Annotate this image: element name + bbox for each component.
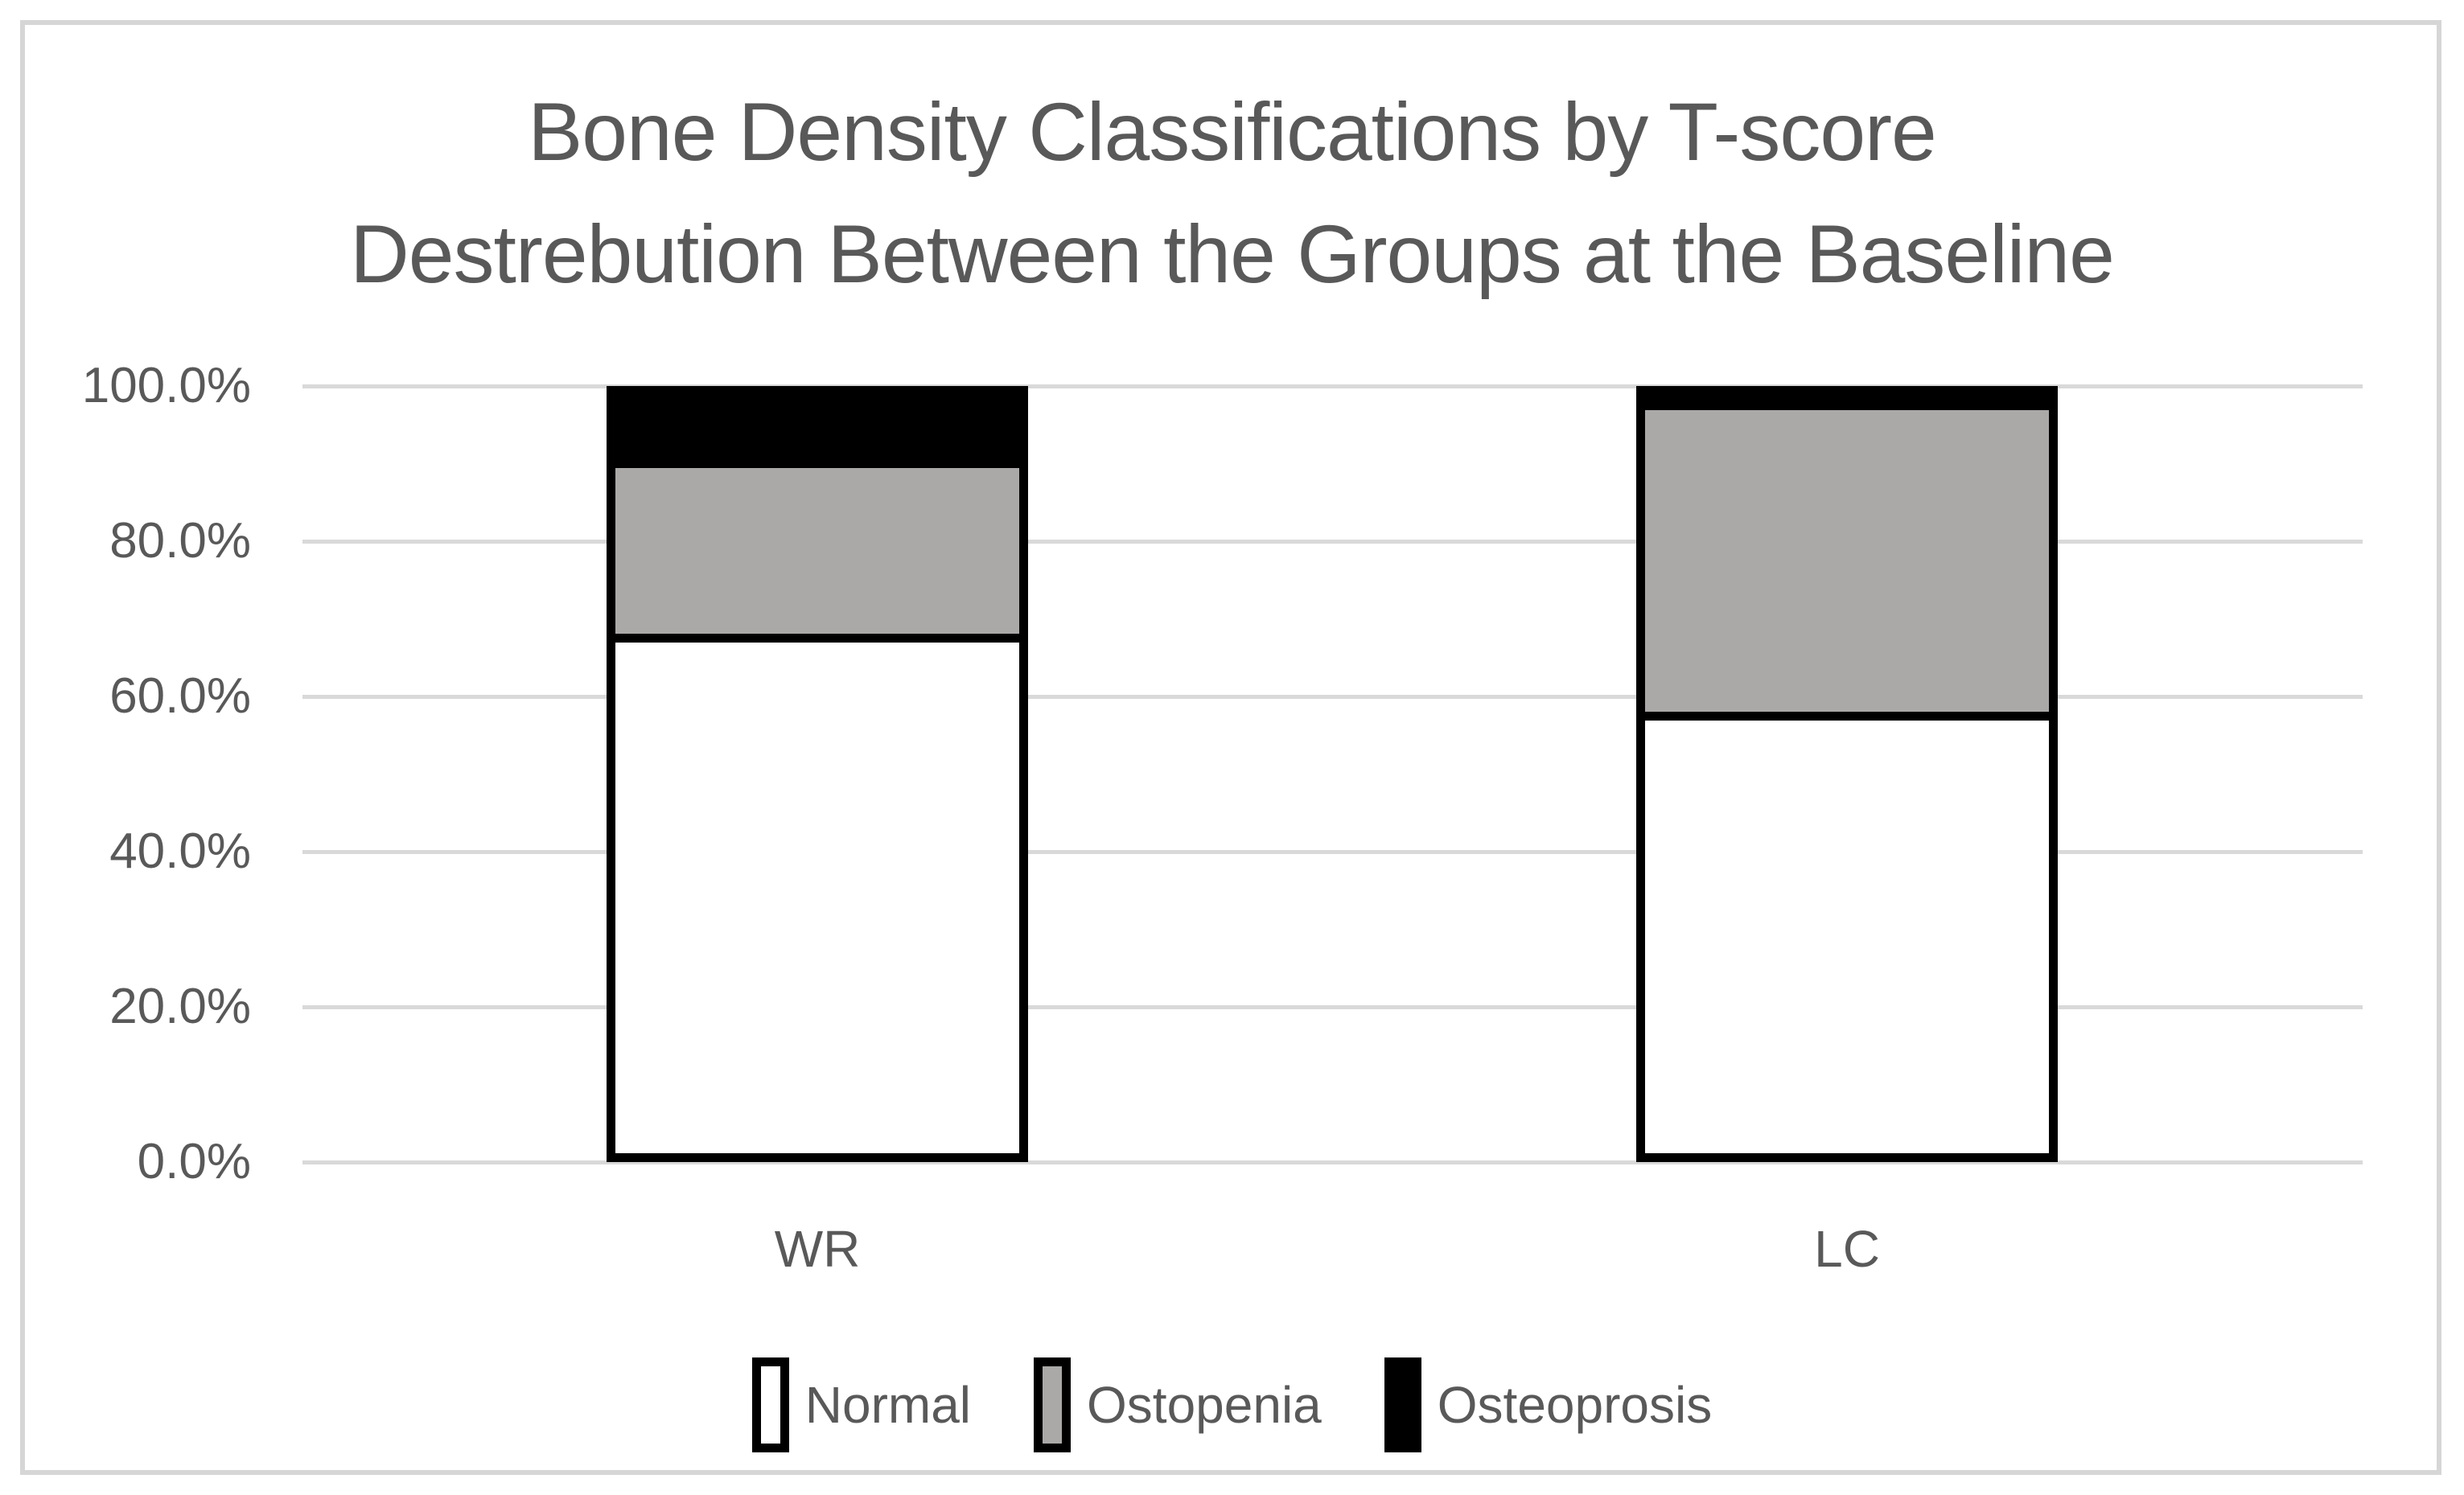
legend-label: Normal: [804, 1376, 972, 1434]
legend-item-normal: Normal: [751, 1357, 972, 1452]
bar-segment-ostopenia: [1636, 405, 2058, 717]
y-tick-label: 20.0%: [109, 979, 251, 1034]
bar-segment-normal: [1636, 716, 2058, 1162]
legend-swatch-ostopenia: [1034, 1357, 1072, 1452]
legend-swatch-osteoprosis: [1384, 1357, 1421, 1452]
x-category-label-lc: LC: [1814, 1220, 1880, 1278]
gridline: [302, 849, 2363, 854]
gridline: [302, 539, 2363, 544]
gridline: [302, 384, 2363, 388]
y-tick-label: 60.0%: [109, 668, 251, 724]
legend-label: Ostopenia: [1087, 1376, 1322, 1434]
y-tick-label: 0.0%: [137, 1134, 251, 1189]
stacked-bar-wr: [607, 386, 1028, 1162]
y-tick-label: 100.0%: [81, 358, 251, 413]
bar-outline: [1636, 386, 2058, 1162]
legend-item-osteoprosis: Osteoprosis: [1384, 1357, 1712, 1452]
legend-label: Osteoprosis: [1437, 1376, 1713, 1434]
chart-title: Bone Density Classifications by T-score …: [0, 71, 2464, 315]
gridline: [302, 694, 2363, 699]
gridline: [302, 1160, 2363, 1164]
stacked-bar-lc: [1636, 386, 2058, 1162]
bar-segment-ostopenia: [607, 463, 1028, 639]
bar-segment-normal: [607, 638, 1028, 1162]
segment-divider: [1636, 711, 2058, 721]
legend: Normal Ostopenia Osteoprosis: [0, 1357, 2464, 1452]
chart-title-line-1: Bone Density Classifications by T-score: [528, 86, 1937, 178]
segment-divider: [607, 459, 1028, 468]
x-category-label-wr: WR: [774, 1220, 861, 1278]
plot-area: [302, 384, 2363, 1164]
chart-title-line-2: Destrebution Between the Groups at the B…: [350, 208, 2115, 300]
segment-divider: [1636, 400, 2058, 410]
y-tick-label: 40.0%: [109, 823, 251, 879]
gridline: [302, 1004, 2363, 1009]
segment-divider: [607, 634, 1028, 643]
bar-segment-osteoprosis: [607, 386, 1028, 464]
legend-swatch-normal: [751, 1357, 789, 1452]
y-tick-label: 80.0%: [109, 513, 251, 569]
bar-outline: [607, 386, 1028, 1162]
legend-item-ostopenia: Ostopenia: [1034, 1357, 1322, 1452]
